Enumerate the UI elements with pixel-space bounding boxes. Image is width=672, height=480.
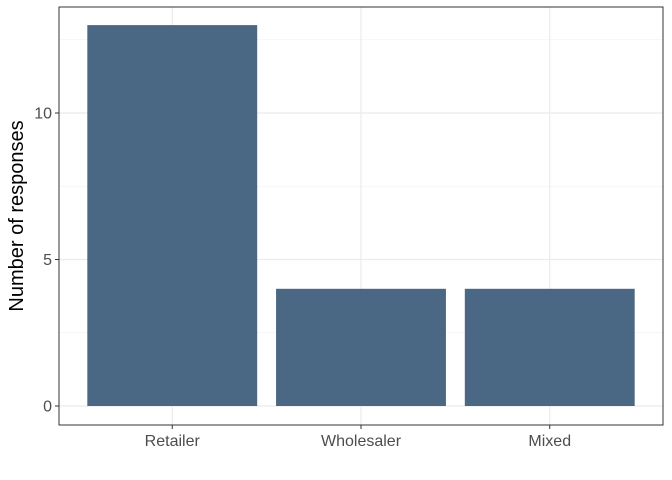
bar-mixed [464,288,635,406]
bars [87,25,635,406]
x-tick-label: Mixed [528,433,571,450]
y-axis-title: Number of responses [6,120,28,311]
axis-ticks [55,112,551,429]
y-tick-label: 10 [34,106,52,123]
y-tick-label: 0 [43,399,52,416]
tick-labels: 0 5 10 Retailer Wholesaler Mixed [34,106,571,451]
bar-wholesaler [276,288,446,406]
x-tick-label: Retailer [145,433,201,450]
x-tick-label: Wholesaler [321,433,402,450]
bar-retailer [87,25,258,406]
y-tick-label: 5 [43,252,52,269]
